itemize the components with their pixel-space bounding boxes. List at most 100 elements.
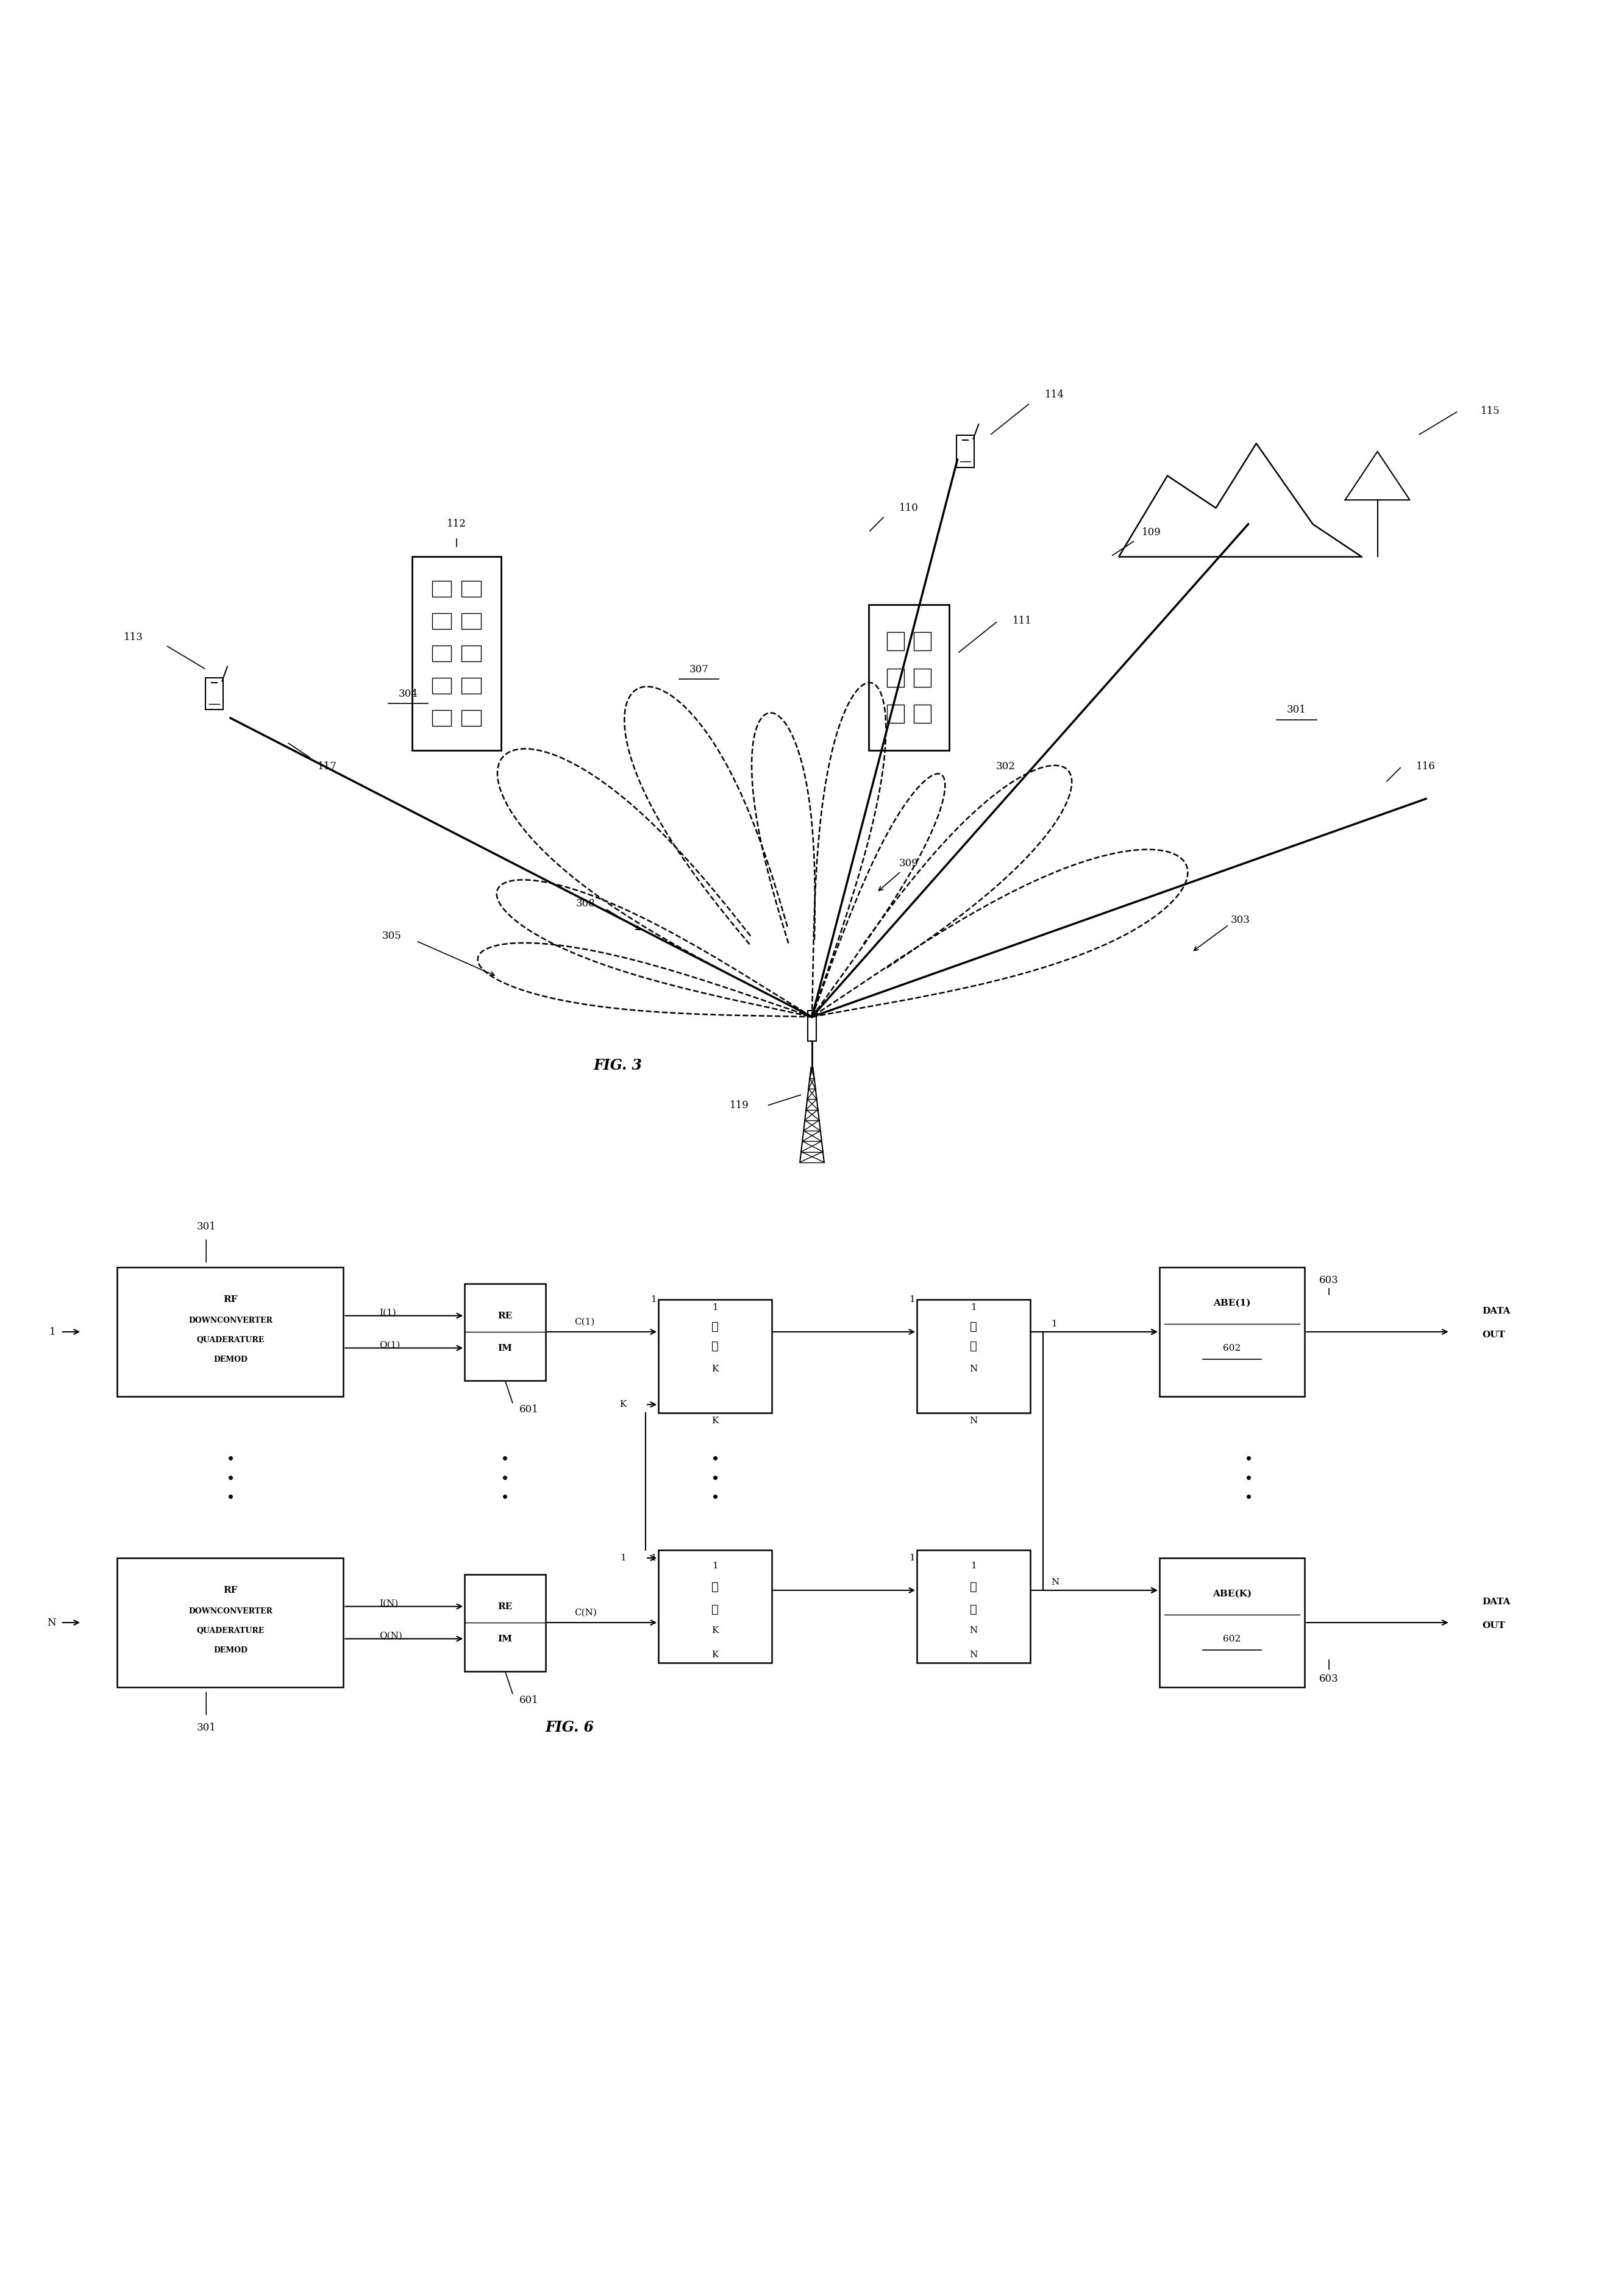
- Text: 1: 1: [971, 1561, 976, 1570]
- Text: 301: 301: [197, 1723, 216, 1732]
- Text: ⋯: ⋯: [970, 1322, 978, 1331]
- Bar: [918, 1300, 1030, 1413]
- Bar: [461, 612, 481, 628]
- Text: 309: 309: [900, 858, 919, 869]
- Bar: [869, 605, 950, 751]
- Text: ⋯: ⋯: [711, 1341, 719, 1352]
- Text: 1: 1: [651, 1295, 656, 1304]
- Text: 119: 119: [729, 1102, 749, 1111]
- Text: 601: 601: [520, 1696, 539, 1705]
- Text: DATA: DATA: [1483, 1306, 1510, 1316]
- Bar: [807, 1011, 817, 1040]
- Text: 307: 307: [689, 665, 708, 674]
- Text: 110: 110: [900, 503, 919, 512]
- Text: ⋯: ⋯: [711, 1605, 719, 1616]
- Text: N: N: [1051, 1577, 1059, 1586]
- Text: 304: 304: [398, 690, 417, 699]
- Text: 1: 1: [1051, 1320, 1057, 1327]
- Bar: [887, 633, 905, 651]
- Text: OUT: OUT: [1483, 1331, 1505, 1338]
- Text: RF: RF: [222, 1295, 237, 1304]
- Text: 116: 116: [1416, 760, 1436, 772]
- Text: Q(N): Q(N): [378, 1632, 403, 1639]
- Bar: [432, 646, 451, 662]
- Text: 115: 115: [1481, 405, 1501, 417]
- Text: ABE(1): ABE(1): [1213, 1300, 1250, 1306]
- Bar: [117, 1559, 344, 1687]
- Bar: [914, 669, 931, 687]
- Text: 1: 1: [971, 1304, 976, 1311]
- Text: 1: 1: [909, 1295, 916, 1304]
- Text: RE: RE: [497, 1602, 513, 1611]
- Text: N: N: [970, 1650, 978, 1659]
- Text: 1: 1: [909, 1555, 916, 1561]
- Text: K: K: [711, 1366, 718, 1372]
- Text: 303: 303: [1231, 915, 1250, 924]
- Bar: [461, 646, 481, 662]
- Text: OUT: OUT: [1483, 1621, 1505, 1630]
- Text: DEMOD: DEMOD: [213, 1646, 247, 1655]
- Text: DEMOD: DEMOD: [213, 1354, 247, 1363]
- Text: RE: RE: [497, 1311, 513, 1320]
- Bar: [412, 555, 502, 751]
- Text: 113: 113: [123, 633, 143, 642]
- Text: C(1): C(1): [575, 1318, 594, 1327]
- Bar: [461, 710, 481, 726]
- Bar: [1160, 1268, 1304, 1397]
- Text: QUADERATURE: QUADERATURE: [197, 1627, 265, 1634]
- Text: 301: 301: [197, 1222, 216, 1231]
- Text: 111: 111: [1012, 617, 1031, 626]
- Text: C(N): C(N): [575, 1609, 598, 1618]
- Text: K: K: [619, 1400, 627, 1409]
- Bar: [206, 678, 222, 710]
- Text: ⋯: ⋯: [970, 1582, 978, 1593]
- Text: 601: 601: [520, 1404, 539, 1416]
- Text: 305: 305: [382, 931, 401, 942]
- Bar: [918, 1550, 1030, 1664]
- Bar: [464, 1284, 546, 1379]
- Text: DOWNCONVERTER: DOWNCONVERTER: [188, 1316, 273, 1325]
- Text: N: N: [970, 1416, 978, 1425]
- Bar: [464, 1575, 546, 1671]
- Text: DOWNCONVERTER: DOWNCONVERTER: [188, 1607, 273, 1616]
- Text: 1: 1: [711, 1561, 718, 1570]
- Text: IM: IM: [497, 1343, 512, 1352]
- Bar: [432, 678, 451, 694]
- Text: 1: 1: [711, 1304, 718, 1311]
- Text: K: K: [711, 1416, 718, 1425]
- Bar: [957, 435, 974, 467]
- Text: 117: 117: [318, 760, 338, 772]
- Bar: [658, 1300, 771, 1413]
- Text: K: K: [711, 1650, 718, 1659]
- Text: ⋯: ⋯: [970, 1341, 978, 1352]
- Text: DATA: DATA: [1483, 1598, 1510, 1607]
- Text: Q(1): Q(1): [378, 1341, 400, 1350]
- Text: 603: 603: [1319, 1673, 1338, 1684]
- Bar: [1160, 1559, 1304, 1687]
- Text: QUADERATURE: QUADERATURE: [197, 1336, 265, 1343]
- Bar: [914, 706, 931, 724]
- Text: ⋯: ⋯: [970, 1605, 978, 1616]
- Text: N: N: [970, 1366, 978, 1372]
- Text: 302: 302: [996, 760, 1015, 772]
- Text: 301: 301: [1286, 706, 1306, 715]
- Text: 114: 114: [1044, 389, 1064, 401]
- Text: I(1): I(1): [378, 1309, 396, 1318]
- Text: 1: 1: [49, 1327, 55, 1336]
- Text: FIG. 3: FIG. 3: [594, 1058, 643, 1072]
- Bar: [914, 633, 931, 651]
- Bar: [432, 580, 451, 596]
- Bar: [432, 710, 451, 726]
- Text: 602: 602: [1223, 1343, 1241, 1352]
- Bar: [658, 1550, 771, 1664]
- Text: 112: 112: [447, 519, 466, 530]
- Text: N: N: [47, 1618, 55, 1627]
- Text: 602: 602: [1223, 1634, 1241, 1643]
- Text: ⋯: ⋯: [711, 1322, 719, 1331]
- Text: 109: 109: [1142, 528, 1161, 537]
- Bar: [117, 1268, 344, 1397]
- Text: ⋯: ⋯: [711, 1582, 719, 1593]
- Bar: [887, 669, 905, 687]
- Text: N: N: [970, 1627, 978, 1634]
- Bar: [432, 612, 451, 628]
